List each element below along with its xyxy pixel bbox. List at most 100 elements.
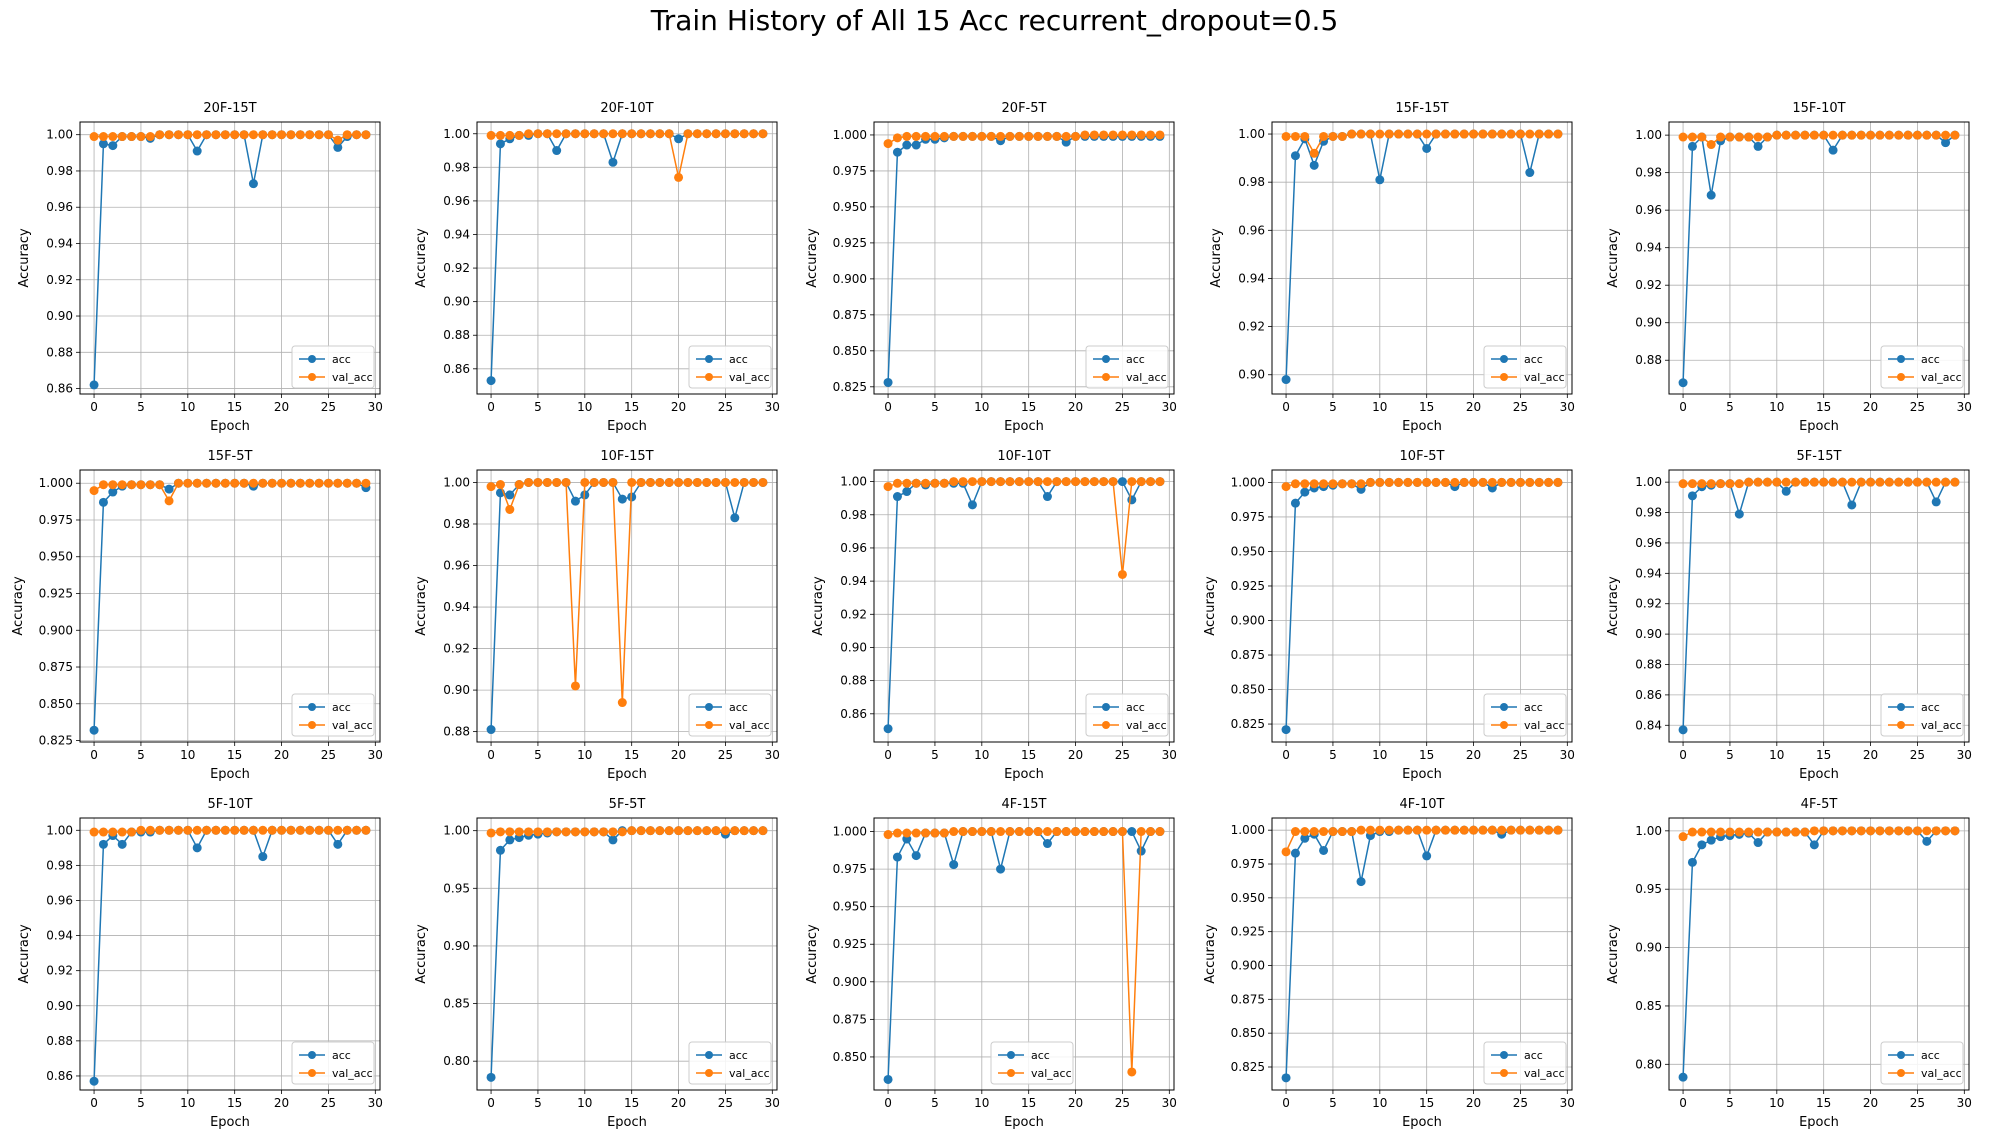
data-point-val_acc: [911, 131, 921, 141]
data-point-acc: [495, 845, 505, 855]
plot-frame: [1271, 469, 1573, 743]
data-point-val_acc: [1127, 130, 1137, 140]
data-point-val_acc: [1080, 827, 1090, 837]
data-point-val_acc: [967, 827, 977, 837]
data-point-val_acc: [211, 130, 221, 140]
data-point-acc: [552, 146, 562, 156]
data-point-val_acc: [949, 827, 959, 837]
data-point-val_acc: [202, 478, 212, 488]
y-axis-label: Accuracy: [414, 228, 429, 288]
x-tick-label: 25: [1115, 748, 1130, 762]
data-point-val_acc: [902, 131, 912, 141]
data-point-val_acc: [220, 130, 230, 140]
data-point-val_acc: [1328, 479, 1338, 489]
x-tick-label: 30: [1560, 1096, 1575, 1110]
data-point-val_acc: [1459, 477, 1469, 487]
x-tick-label: 25: [718, 400, 733, 414]
data-point-val_acc: [202, 130, 212, 140]
data-point-val_acc: [1431, 477, 1441, 487]
data-point-val_acc: [89, 486, 99, 496]
legend-marker-val_acc: [705, 1069, 713, 1077]
data-point-val_acc: [1033, 477, 1043, 487]
x-tick-label: 30: [1162, 748, 1177, 762]
y-tick-label: 1.000: [39, 476, 73, 490]
legend-label-val_acc: val_acc: [1921, 719, 1962, 732]
legend-marker-acc: [1007, 1051, 1015, 1059]
data-point-val_acc: [570, 827, 580, 837]
y-axis-label: Accuracy: [1203, 576, 1218, 636]
data-point-val_acc: [1781, 477, 1791, 487]
x-axis-label: Epoch: [1004, 419, 1044, 434]
y-tick-label: 0.85: [1635, 999, 1662, 1013]
data-point-val_acc: [1422, 477, 1432, 487]
data-point-acc: [333, 142, 343, 152]
legend: acc val_acc: [291, 1041, 375, 1085]
y-tick-label: 0.850: [833, 344, 867, 358]
y-tick-label: 0.90: [1635, 627, 1662, 641]
data-point-val_acc: [1319, 479, 1329, 489]
y-tick-label: 1.00: [443, 824, 470, 838]
data-point-acc: [1281, 725, 1291, 735]
data-point-val_acc: [117, 132, 127, 142]
legend-label-val_acc: val_acc: [1031, 1067, 1072, 1080]
data-point-val_acc: [702, 129, 712, 139]
x-tick-label: 15: [624, 1096, 639, 1110]
data-point-val_acc: [561, 477, 571, 487]
data-point-val_acc: [1356, 825, 1366, 835]
subplot-8: 10F-5T 0 5 10 15 20 25 30 0.825 0.850 0.875 0.900 0.…: [1203, 449, 1575, 782]
data-point-val_acc: [1753, 827, 1763, 837]
data-point-val_acc: [1941, 130, 1951, 140]
data-point-val_acc: [514, 130, 524, 140]
data-point-val_acc: [117, 480, 127, 490]
x-tick-label: 15: [1816, 1096, 1831, 1110]
data-point-val_acc: [1478, 129, 1488, 139]
data-point-acc: [570, 496, 580, 506]
data-point-val_acc: [1819, 130, 1829, 140]
data-point-val_acc: [1950, 477, 1960, 487]
legend-label-val_acc: val_acc: [1126, 719, 1167, 732]
data-point-acc: [1117, 477, 1127, 487]
data-point-val_acc: [1024, 477, 1034, 487]
plot-frame: [476, 121, 778, 395]
y-tick-label: 0.90: [46, 999, 73, 1013]
x-tick-label: 10: [577, 748, 592, 762]
y-tick-label: 0.900: [1231, 613, 1265, 627]
data-point-val_acc: [1117, 569, 1127, 579]
y-tick-label: 0.94: [443, 600, 470, 614]
data-point-val_acc: [305, 478, 315, 488]
data-point-val_acc: [902, 478, 912, 488]
data-point-val_acc: [674, 477, 684, 487]
x-tick-label: 0: [487, 1096, 495, 1110]
data-point-val_acc: [1497, 477, 1507, 487]
data-point-val_acc: [1309, 479, 1319, 489]
legend-label-val_acc: val_acc: [332, 719, 373, 732]
data-point-val_acc: [305, 825, 315, 835]
data-point-val_acc: [561, 827, 571, 837]
data-point-acc: [1290, 848, 1300, 858]
data-point-val_acc: [683, 826, 693, 836]
y-tick-label: 1.000: [833, 825, 867, 839]
y-tick-label: 0.96: [1238, 223, 1265, 237]
data-point-val_acc: [342, 130, 352, 140]
data-point-acc: [902, 140, 912, 150]
y-tick-label: 0.825: [1231, 717, 1265, 731]
data-point-val_acc: [1005, 827, 1015, 837]
data-point-val_acc: [921, 131, 931, 141]
x-tick-label: 15: [1021, 1096, 1036, 1110]
x-tick-label: 30: [368, 400, 383, 414]
y-tick-label: 0.925: [1231, 579, 1265, 593]
data-point-acc: [1042, 492, 1052, 502]
data-point-acc: [192, 146, 202, 156]
data-point-val_acc: [1328, 131, 1338, 141]
x-axis-label: Epoch: [607, 419, 647, 434]
data-point-acc: [108, 487, 118, 497]
data-point-acc: [1136, 846, 1146, 856]
data-point-val_acc: [1412, 825, 1422, 835]
data-point-val_acc: [1014, 827, 1024, 837]
data-point-acc: [1941, 138, 1951, 148]
data-point-val_acc: [1412, 477, 1422, 487]
data-point-val_acc: [986, 477, 996, 487]
legend-marker-acc: [1500, 355, 1508, 363]
data-point-val_acc: [1478, 825, 1488, 835]
legend-marker-acc: [1500, 1051, 1508, 1059]
